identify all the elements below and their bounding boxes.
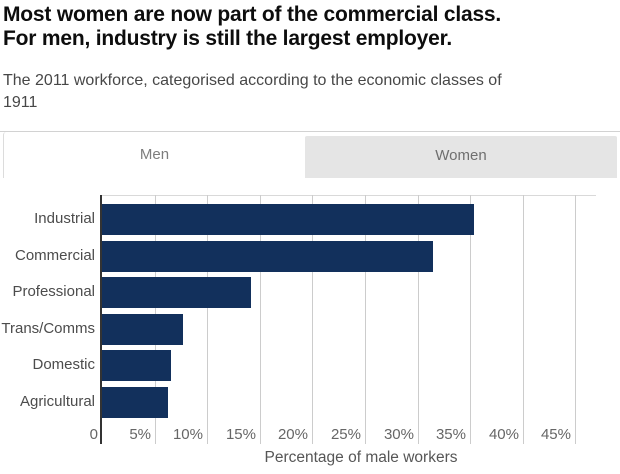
bar-commercial — [102, 241, 433, 272]
category-label: Professional — [12, 283, 95, 300]
plot-top-border — [102, 195, 596, 196]
chart-subtitle-line-1: The 2011 workforce, categorised accordin… — [3, 72, 502, 89]
bar-industrial — [102, 204, 474, 235]
gridline-40% — [523, 195, 524, 444]
gridline-25% — [365, 195, 366, 444]
gridline-35% — [470, 195, 471, 444]
bar-domestic — [102, 350, 171, 381]
x-tick-label: 35% — [435, 426, 466, 443]
gridline-20% — [312, 195, 313, 444]
bar-professional — [102, 277, 251, 308]
bar-agricultural — [102, 387, 168, 418]
gridline-10% — [207, 195, 208, 444]
bar-chart: Industrial Commercial Professional Trans/Co… — [0, 178, 620, 474]
x-tick-label: 0 — [89, 426, 98, 443]
category-label: Agricultural — [19, 393, 95, 410]
tab-bar: Men Women — [0, 131, 620, 178]
chart-title: Most women are now part of the commercia… — [3, 3, 563, 51]
x-tick-label: 25% — [330, 426, 361, 443]
x-axis-label: Percentage of male workers — [264, 449, 458, 466]
x-tick-label: 45% — [540, 426, 571, 443]
bar-trans-comms — [102, 314, 183, 345]
x-tick-label: 5% — [129, 426, 151, 443]
chart-subtitle-line-2: 1911 — [3, 94, 38, 111]
chart-subtitle: The 2011 workforce, categorised accordin… — [3, 70, 593, 114]
chart-title-line-2: For men, industry is still the largest e… — [3, 27, 453, 50]
tab-women[interactable]: Women — [305, 136, 617, 178]
x-tick-label: 20% — [277, 426, 308, 443]
x-tick-label: 30% — [383, 426, 414, 443]
gridline-15% — [260, 195, 261, 444]
category-label: Industrial — [34, 210, 95, 227]
y-axis-line — [100, 195, 102, 444]
category-label: Trans/Comms — [1, 320, 95, 337]
category-label: Domestic — [32, 356, 95, 373]
tab-men[interactable]: Men — [3, 132, 305, 178]
x-tick-label: 40% — [488, 426, 519, 443]
category-label: Commercial — [14, 247, 95, 264]
gridline-30% — [418, 195, 419, 444]
x-tick-label: 15% — [225, 426, 256, 443]
chart-title-line-1: Most women are now part of the commercia… — [3, 3, 502, 26]
x-tick-label: 10% — [172, 426, 203, 443]
gridline-45% — [575, 195, 576, 444]
